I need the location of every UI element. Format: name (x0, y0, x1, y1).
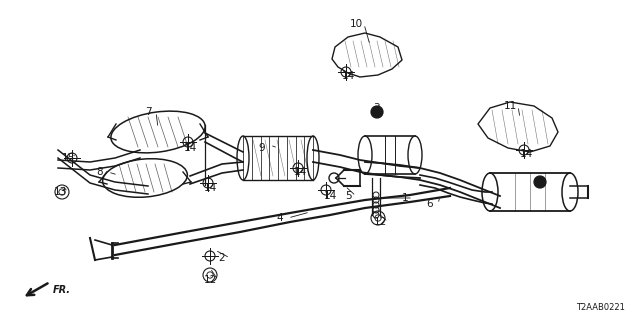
Text: 14: 14 (293, 167, 307, 177)
Text: 12: 12 (373, 217, 387, 227)
Text: 15: 15 (61, 153, 75, 163)
Text: 1: 1 (402, 193, 408, 203)
Circle shape (534, 176, 546, 188)
Text: 14: 14 (341, 71, 355, 81)
Text: 7: 7 (145, 107, 151, 117)
Circle shape (371, 106, 383, 118)
Text: FR.: FR. (53, 285, 71, 295)
Text: T2AAB0221: T2AAB0221 (576, 303, 625, 312)
Text: 2: 2 (219, 253, 225, 263)
Text: 14: 14 (323, 191, 337, 201)
Text: 11: 11 (504, 101, 516, 111)
Text: 14: 14 (520, 149, 532, 159)
Text: 13: 13 (53, 187, 67, 197)
Text: 5: 5 (345, 191, 351, 201)
Text: 10: 10 (349, 19, 363, 29)
Text: 8: 8 (97, 167, 103, 177)
Text: 14: 14 (184, 143, 196, 153)
Text: 12: 12 (204, 275, 216, 285)
Text: 6: 6 (427, 199, 433, 209)
Text: 9: 9 (259, 143, 266, 153)
Text: 14: 14 (204, 183, 216, 193)
Text: 3: 3 (372, 103, 380, 113)
Text: 4: 4 (276, 213, 284, 223)
Text: 3: 3 (534, 177, 540, 187)
